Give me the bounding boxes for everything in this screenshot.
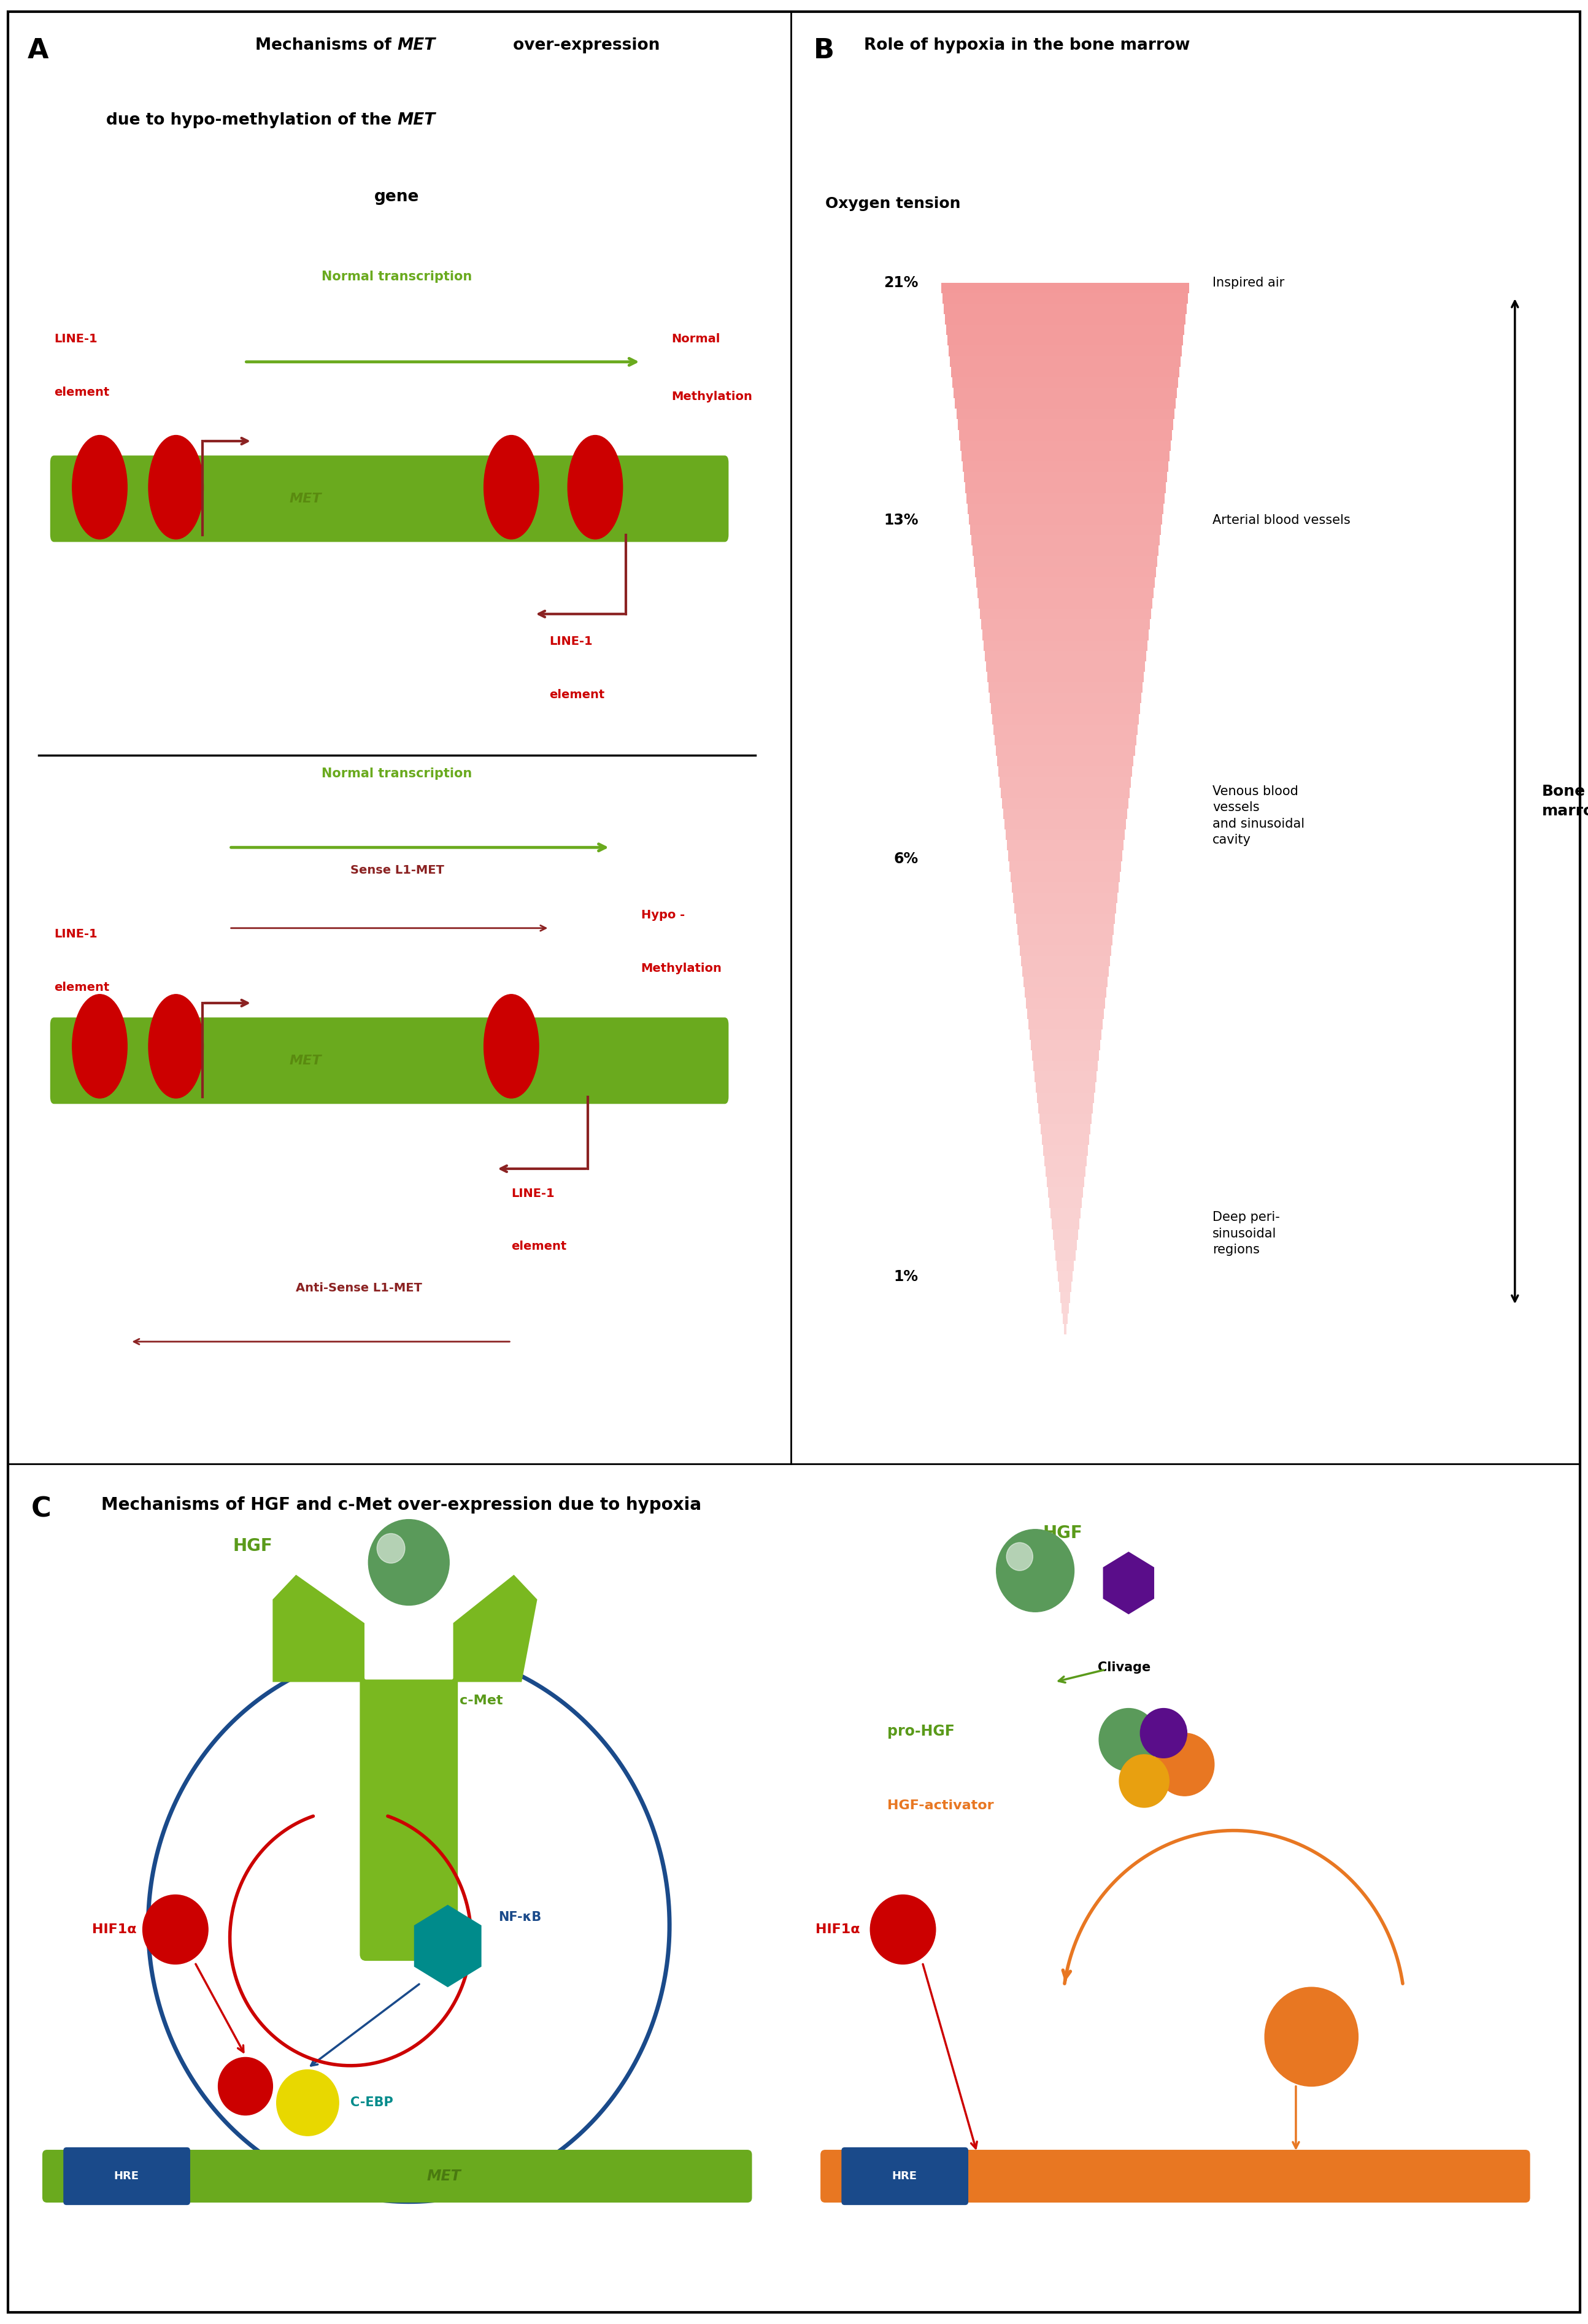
Text: element: element: [54, 386, 110, 397]
Text: element: element: [54, 981, 110, 992]
Text: 21%: 21%: [883, 274, 918, 290]
Circle shape: [149, 435, 203, 539]
Circle shape: [1140, 1708, 1186, 1757]
FancyBboxPatch shape: [842, 2147, 969, 2205]
Text: LINE-1: LINE-1: [54, 332, 97, 344]
Text: HGF-activator: HGF-activator: [888, 1799, 994, 1813]
Text: gene: gene: [375, 188, 419, 205]
Text: Mechanisms of HGF and c-Met over-expression due to hypoxia: Mechanisms of HGF and c-Met over-express…: [102, 1497, 702, 1513]
Text: HRE: HRE: [114, 2171, 140, 2182]
FancyBboxPatch shape: [43, 2150, 753, 2203]
Text: MET: MET: [427, 2168, 461, 2185]
Text: 13%: 13%: [883, 514, 918, 528]
FancyBboxPatch shape: [365, 1611, 453, 1680]
Text: Clivage: Clivage: [1097, 1662, 1150, 1673]
Circle shape: [1264, 1987, 1358, 2087]
Text: LINE-1: LINE-1: [54, 927, 97, 939]
Text: Arterial blood vessels: Arterial blood vessels: [1213, 514, 1350, 528]
Text: 1%: 1%: [894, 1269, 918, 1285]
Circle shape: [218, 2057, 273, 2115]
Text: 6%: 6%: [894, 851, 918, 867]
Text: LINE-1: LINE-1: [511, 1188, 554, 1199]
Circle shape: [143, 1894, 208, 1964]
Text: Anti-Sense L1-MET: Anti-Sense L1-MET: [295, 1283, 422, 1294]
Text: element: element: [549, 688, 605, 700]
Circle shape: [1099, 1708, 1158, 1771]
Circle shape: [996, 1529, 1073, 1613]
Text: LINE-1: LINE-1: [549, 634, 592, 648]
Text: B: B: [813, 37, 834, 65]
FancyBboxPatch shape: [64, 2147, 191, 2205]
Text: Normal transcription: Normal transcription: [322, 767, 472, 781]
Text: HGF: HGF: [233, 1536, 273, 1555]
Text: Bone
marrow: Bone marrow: [1542, 783, 1588, 818]
Circle shape: [870, 1894, 935, 1964]
Circle shape: [368, 1520, 449, 1606]
Text: Venous blood
vessels
and sinusoidal
cavity: Venous blood vessels and sinusoidal cavi…: [1213, 786, 1305, 846]
Circle shape: [73, 995, 127, 1099]
Circle shape: [276, 2071, 338, 2136]
Circle shape: [149, 995, 203, 1099]
Text: Inspired air: Inspired air: [1213, 277, 1285, 288]
Text: MET: MET: [397, 112, 435, 128]
Text: element: element: [511, 1241, 567, 1253]
Text: HRE: HRE: [892, 2171, 918, 2182]
Text: HIF1α: HIF1α: [816, 1924, 861, 1936]
Circle shape: [569, 435, 622, 539]
Text: Methylation: Methylation: [672, 390, 753, 402]
FancyBboxPatch shape: [51, 456, 729, 541]
Text: c-Met: c-Met: [459, 1694, 503, 1706]
Text: MET: MET: [289, 493, 322, 504]
Text: MET: MET: [397, 37, 435, 53]
Text: A: A: [27, 37, 49, 65]
Text: Mechanisms of: Mechanisms of: [256, 37, 397, 53]
Text: Deep peri-
sinusoidal
regions: Deep peri- sinusoidal regions: [1213, 1211, 1280, 1255]
Text: Normal: Normal: [672, 332, 719, 344]
Text: due to hypo-methylation of the: due to hypo-methylation of the: [106, 112, 397, 128]
Text: pro-HGF: pro-HGF: [888, 1724, 954, 1738]
Polygon shape: [273, 1576, 365, 1683]
Circle shape: [1154, 1734, 1215, 1796]
Circle shape: [484, 995, 538, 1099]
Text: C-EBP: C-EBP: [351, 2096, 394, 2108]
FancyBboxPatch shape: [360, 1634, 457, 1961]
Circle shape: [73, 435, 127, 539]
Text: HIF1α: HIF1α: [92, 1924, 137, 1936]
Text: MET: MET: [289, 1055, 322, 1067]
Circle shape: [1120, 1755, 1169, 1808]
Circle shape: [1007, 1543, 1032, 1571]
Text: NF-κB: NF-κB: [499, 1910, 542, 1924]
Text: HGF-activator: HGF-activator: [1120, 2168, 1232, 2185]
Circle shape: [484, 435, 538, 539]
Text: HGF: HGF: [1043, 1525, 1083, 1541]
FancyBboxPatch shape: [51, 1018, 729, 1104]
Polygon shape: [451, 1576, 537, 1683]
FancyBboxPatch shape: [821, 2150, 1531, 2203]
Text: Normal transcription: Normal transcription: [322, 270, 472, 284]
Text: Methylation: Methylation: [642, 962, 723, 974]
Text: over-expression: over-expression: [508, 37, 661, 53]
Text: Oxygen tension: Oxygen tension: [826, 195, 961, 211]
Text: Hypo -: Hypo -: [642, 909, 684, 920]
Circle shape: [376, 1534, 405, 1564]
Text: Sense L1-MET: Sense L1-MET: [349, 865, 445, 876]
Text: C: C: [32, 1497, 51, 1522]
Text: Role of hypoxia in the bone marrow: Role of hypoxia in the bone marrow: [864, 37, 1189, 53]
